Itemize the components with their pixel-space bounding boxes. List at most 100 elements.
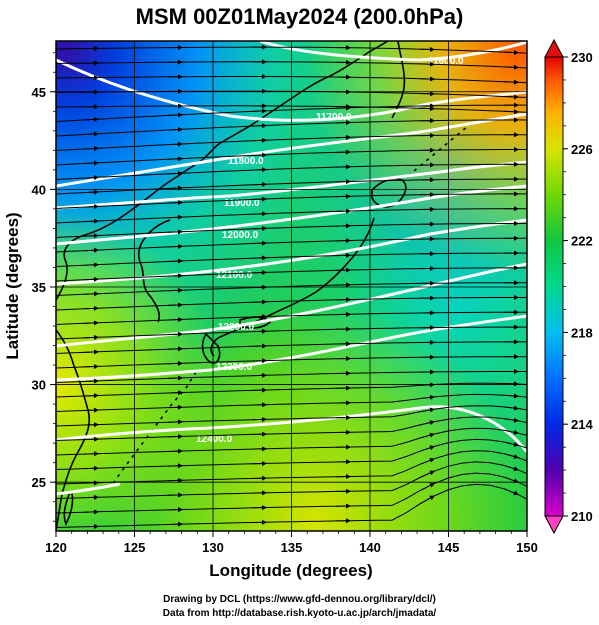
streamline-arrow — [503, 50, 519, 56]
streamline-arrow — [167, 141, 183, 147]
contour-label-12100: 12100.0 — [216, 270, 253, 281]
x-tick-label: 130 — [202, 540, 224, 555]
streamline — [56, 438, 527, 470]
streamline — [56, 252, 527, 267]
streamline-arrow — [419, 432, 435, 439]
contour-label-12000: 12000.0 — [222, 230, 259, 241]
streamline-arrow — [83, 131, 99, 137]
streamline-arrow — [83, 218, 99, 224]
streamline — [56, 393, 527, 412]
streamline-arrow — [251, 240, 267, 246]
streamline-arrow — [83, 145, 99, 151]
contour-11600 — [259, 41, 527, 62]
streamline-arrow — [167, 185, 183, 191]
streamline — [56, 483, 527, 528]
x-axis-label: Longitude (degrees) — [209, 561, 372, 580]
colorbar-tick-label: 226 — [571, 142, 593, 157]
colorbar-tick-label: 230 — [571, 50, 593, 65]
streamline-arrow — [167, 127, 183, 133]
streamline-arrow — [167, 214, 183, 220]
streamline-arrow — [419, 495, 435, 505]
x-tick-label: 135 — [281, 540, 303, 555]
streamline — [56, 371, 527, 383]
streamline-arrow — [419, 420, 435, 426]
streamline-arrow — [167, 302, 183, 308]
streamline-arrow — [167, 112, 183, 118]
streamline-arrow — [503, 417, 519, 423]
streamline-arrow — [503, 429, 519, 435]
streamline-arrow — [419, 470, 435, 478]
coastline-taiwan — [63, 490, 74, 526]
streamline-arrow — [419, 445, 435, 452]
streamline-arrow — [83, 334, 99, 340]
streamline-arrow — [503, 405, 519, 411]
credit-drawing: Drawing by DCL (https://www.gfd-dennou.o… — [163, 594, 436, 605]
contour-11900 — [56, 160, 527, 210]
x-tick-label: 120 — [45, 540, 67, 555]
streamline-arrow — [83, 175, 99, 181]
chart-title: MSM 00Z01May2024 (200.0hPa) — [135, 4, 464, 29]
streamline — [56, 382, 527, 398]
colorbar-tick-label: 222 — [571, 234, 593, 249]
streamline — [56, 356, 527, 369]
streamline-arrow — [83, 160, 99, 166]
streamline-arrow — [419, 457, 435, 465]
contour-label-12400: 12400.0 — [196, 434, 233, 445]
colorbar-max-arrow — [544, 38, 564, 58]
streamline-arrow — [503, 79, 519, 85]
colorbar-ramp — [544, 56, 564, 517]
streamline-arrow — [83, 276, 99, 282]
streamline-arrow — [503, 476, 519, 484]
streamline — [56, 46, 527, 54]
streamline — [56, 267, 527, 282]
y-tick-label: 25 — [32, 475, 46, 490]
streamline-arrow — [251, 225, 267, 231]
streamline-arrow — [167, 287, 183, 293]
streamline — [56, 416, 527, 441]
streamline-arrow — [83, 291, 99, 297]
streamline-arrow — [167, 229, 183, 235]
y-axis-ticks: 25 30 35 40 45 — [32, 52, 56, 522]
streamline-arrow — [83, 262, 99, 268]
streamline-arrow — [167, 317, 183, 323]
contour-label-11800: 11800.0 — [228, 156, 264, 167]
streamline-arrow — [83, 116, 99, 122]
streamline-arrow — [251, 181, 267, 187]
colorbar-tick-label: 214 — [571, 417, 593, 432]
streamline — [56, 237, 527, 253]
streamline-arrow — [83, 189, 99, 195]
streamline — [56, 163, 527, 180]
streamline — [56, 119, 527, 137]
streamline — [56, 405, 527, 427]
streamline — [56, 311, 527, 325]
x-axis-ticks: 120 125 130 135 140 145 150 — [45, 531, 538, 555]
streamline-arrow — [167, 156, 183, 162]
streamlines — [56, 44, 527, 529]
streamline — [56, 461, 527, 499]
streamline-arrow — [83, 349, 99, 355]
coastline-china-east — [56, 329, 91, 531]
streamline — [56, 297, 527, 311]
colorbar: 210 214 218 222 226 230 — [544, 38, 593, 535]
streamline-arrow — [503, 441, 519, 447]
streamline — [56, 134, 527, 151]
streamline-arrow — [503, 64, 519, 70]
contour-label-11900: 11900.0 — [224, 198, 260, 209]
coastline-shikoku — [239, 316, 272, 329]
coastline-korea — [137, 219, 171, 323]
streamline-arrow — [503, 94, 519, 100]
lat-lon-grid — [56, 41, 527, 531]
streamline-arrow — [83, 364, 99, 370]
streamline-arrow — [83, 233, 99, 239]
streamline-arrow — [419, 407, 435, 413]
streamline-arrow — [251, 123, 267, 129]
streamline — [56, 450, 527, 485]
streamline-arrow — [83, 204, 99, 210]
x-tick-label: 145 — [438, 540, 460, 555]
streamline-arrow — [503, 464, 519, 472]
streamline — [56, 427, 527, 456]
colorbar-tick-label: 210 — [571, 509, 593, 524]
colorbar-ticks: 210 214 218 222 226 230 — [563, 50, 593, 524]
streamline-arrow — [251, 152, 267, 158]
colorbar-tick-label: 218 — [571, 325, 593, 340]
